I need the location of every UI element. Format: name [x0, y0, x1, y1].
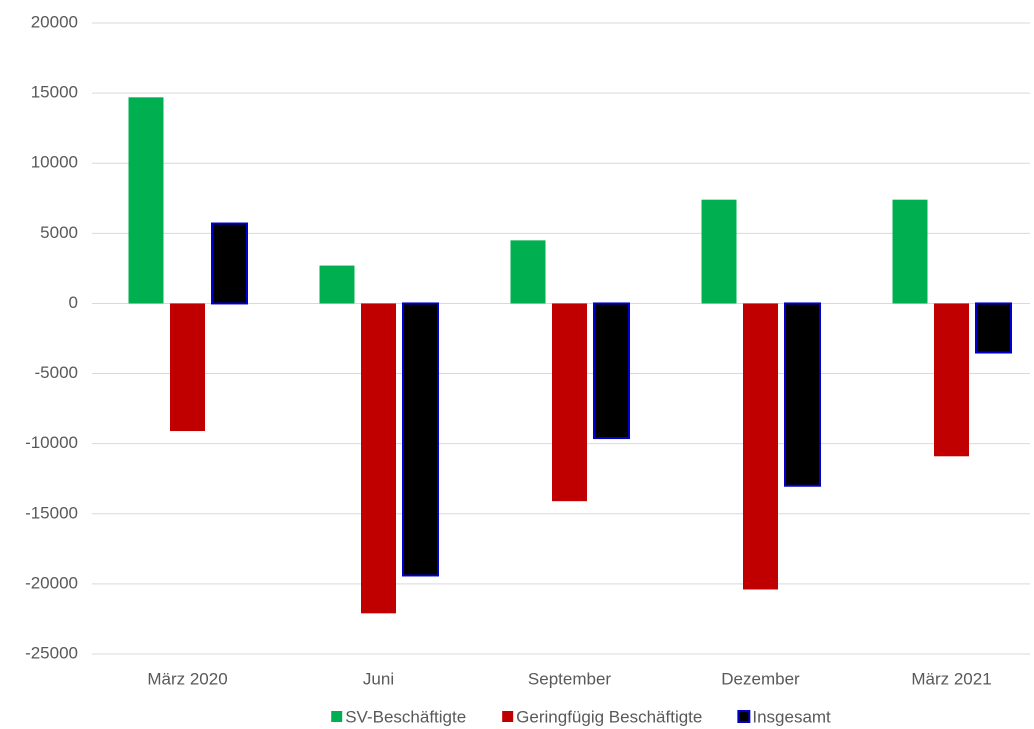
- legend: SV-Beschäftigte Geringfügig Beschäftigte I…: [331, 707, 831, 726]
- y-tick-label: 0: [69, 293, 78, 312]
- legend-swatch: [737, 710, 751, 723]
- bar: [361, 303, 396, 614]
- legend-label: SV-Beschäftigte: [345, 707, 466, 726]
- y-tick-label: 5000: [40, 223, 78, 242]
- y-tick-label: 10000: [31, 153, 78, 172]
- bar: [743, 303, 778, 590]
- y-tick-label: -20000: [25, 573, 78, 592]
- bar: [593, 302, 630, 440]
- bar: [510, 240, 546, 304]
- y-tick-label: -25000: [25, 643, 78, 662]
- x-tick-label: Dezember: [721, 669, 800, 688]
- legend-swatch: [502, 711, 514, 722]
- bar: [701, 199, 737, 304]
- bar: [402, 302, 439, 577]
- bar: [319, 265, 355, 304]
- bar: [975, 302, 1012, 354]
- y-tick-label: 15000: [31, 83, 78, 102]
- bar: [552, 303, 587, 502]
- y-tick-label: -15000: [25, 503, 78, 522]
- bar: [170, 303, 205, 432]
- x-tick-label: Juni: [363, 669, 394, 688]
- x-tick-label: März 2021: [911, 669, 991, 688]
- legend-swatch: [331, 711, 343, 722]
- bar: [892, 199, 928, 304]
- y-tick-label: -5000: [35, 363, 78, 382]
- legend-label: Geringfügig Beschäftigte: [516, 707, 702, 726]
- bar: [128, 97, 164, 304]
- bar: [211, 222, 248, 305]
- bar: [934, 303, 969, 457]
- x-tick-label: September: [528, 669, 611, 688]
- legend-label: Insgesamt: [752, 707, 831, 726]
- y-tick-label: -10000: [25, 433, 78, 452]
- bar: [784, 302, 821, 487]
- x-tick-label: März 2020: [147, 669, 227, 688]
- y-tick-label: 20000: [31, 12, 78, 31]
